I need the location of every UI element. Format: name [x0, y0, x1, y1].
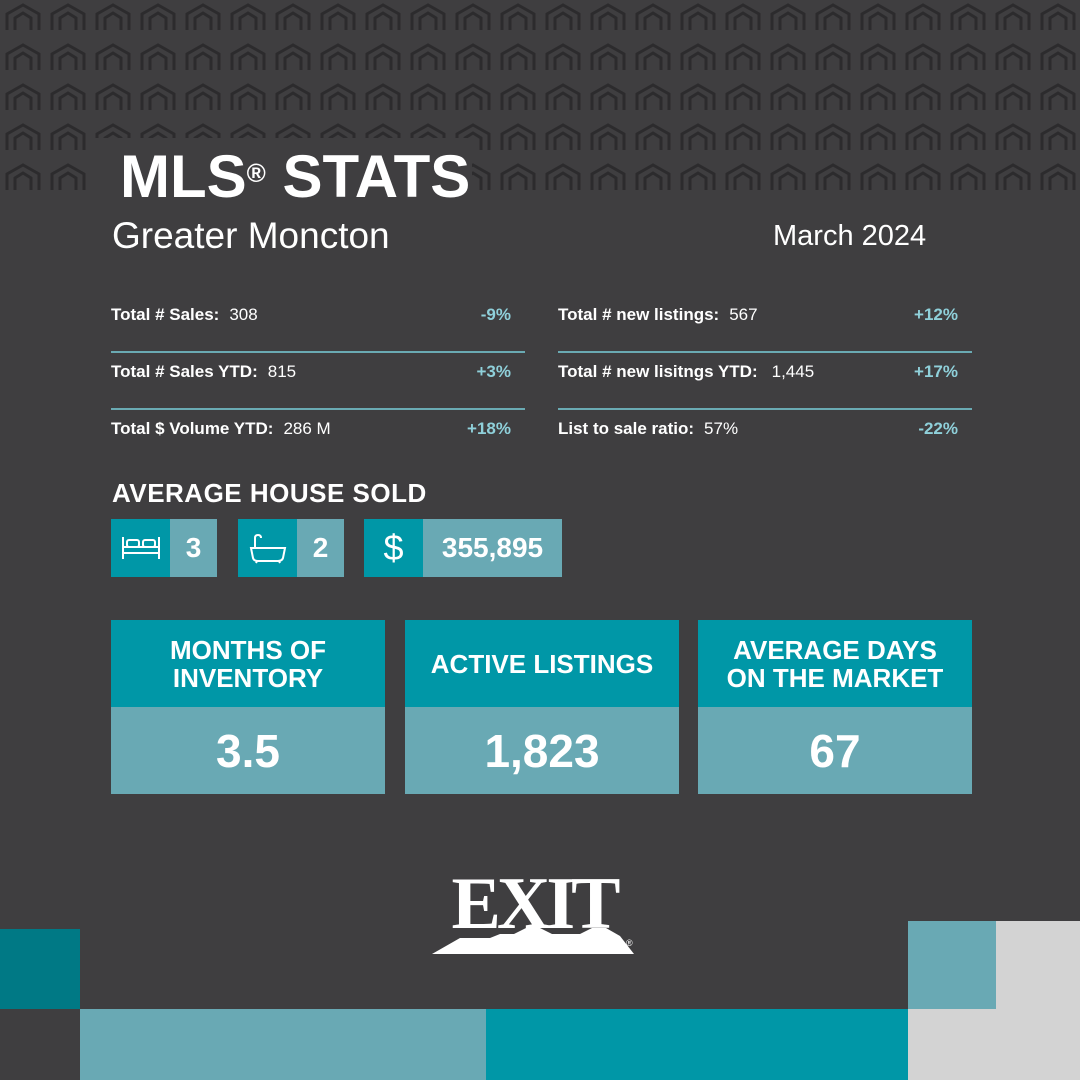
stat-label: Total # Sales YTD: 815	[111, 362, 297, 381]
stat-value: 57%	[704, 419, 739, 438]
dollar-icon: $	[364, 519, 423, 577]
stat-value: 1,445	[771, 362, 815, 381]
decor-block	[908, 1009, 996, 1080]
stats-left-column: Total # Sales: 308 -9% Total # Sales YTD:…	[111, 296, 525, 467]
card-label: AVERAGE DAYS ON THE MARKET	[698, 620, 972, 707]
card-label: ACTIVE LISTINGS	[405, 620, 679, 707]
card-value: 3.5	[111, 707, 385, 794]
card-value: 1,823	[405, 707, 679, 794]
stat-row-new-listings: Total # new listings: 567 +12%	[558, 296, 972, 353]
stat-change: +3%	[476, 362, 512, 381]
stat-value: 286 M	[283, 419, 331, 438]
page-title: MLS® STATS	[120, 143, 471, 210]
stat-change: -9%	[480, 305, 511, 324]
stat-change: -22%	[918, 419, 958, 438]
decor-block	[80, 1009, 486, 1080]
bed-icon	[111, 519, 170, 577]
card-label: MONTHS OF INVENTORY	[111, 620, 385, 707]
stat-label: Total # Sales: 308	[111, 305, 258, 324]
stats-right-column: Total # new listings: 567 +12% Total # ne…	[558, 296, 972, 467]
decor-block	[996, 921, 1080, 1080]
decor-block	[486, 1009, 908, 1080]
bathrooms-count: 2	[297, 519, 344, 577]
logo-registered-mark: ®	[626, 938, 633, 948]
decor-block	[0, 929, 80, 1009]
stat-change: +12%	[914, 305, 958, 324]
stat-value: 308	[229, 305, 258, 324]
bedrooms-count: 3	[170, 519, 217, 577]
stat-value: 567	[729, 305, 758, 324]
card-average-days-on-market: AVERAGE DAYS ON THE MARKET 67	[698, 620, 972, 794]
stat-row-new-listings-ytd: Total # new lisitngs YTD: 1,445 +17%	[558, 353, 972, 410]
card-value: 67	[698, 707, 972, 794]
stat-value: 815	[267, 362, 297, 381]
stat-row-total-sales-ytd: Total # Sales YTD: 815 +3%	[111, 353, 525, 410]
bedrooms-chip: 3	[111, 519, 217, 577]
report-period: March 2024	[773, 220, 927, 252]
bathtub-icon	[238, 519, 297, 577]
decor-block	[908, 921, 996, 1009]
price-chip: $ 355,895	[364, 519, 562, 577]
average-house-title: AVERAGE HOUSE SOLD	[112, 478, 427, 508]
exit-logo: EXIT ®	[432, 863, 634, 954]
bathrooms-chip: 2	[238, 519, 344, 577]
stat-label: Total # new lisitngs YTD: 1,445	[558, 362, 815, 381]
stat-change: +18%	[467, 419, 511, 438]
card-active-listings: ACTIVE LISTINGS 1,823	[405, 620, 679, 794]
region-name: Greater Moncton	[112, 215, 390, 256]
registered-mark: ®	[246, 158, 266, 188]
stat-change: +17%	[914, 362, 958, 381]
title-backdrop	[88, 138, 472, 220]
card-months-of-inventory: MONTHS OF INVENTORY 3.5	[111, 620, 385, 794]
stat-row-list-to-sale: List to sale ratio: 57% -22%	[558, 410, 972, 467]
stat-label: List to sale ratio: 57%	[558, 419, 739, 438]
stat-row-total-sales: Total # Sales: 308 -9%	[111, 296, 525, 353]
stat-label: Total $ Volume YTD: 286 M	[111, 419, 331, 438]
stat-label: Total # new listings: 567	[558, 305, 758, 324]
stat-row-volume-ytd: Total $ Volume YTD: 286 M +18%	[111, 410, 525, 467]
average-price: 355,895	[423, 519, 562, 577]
